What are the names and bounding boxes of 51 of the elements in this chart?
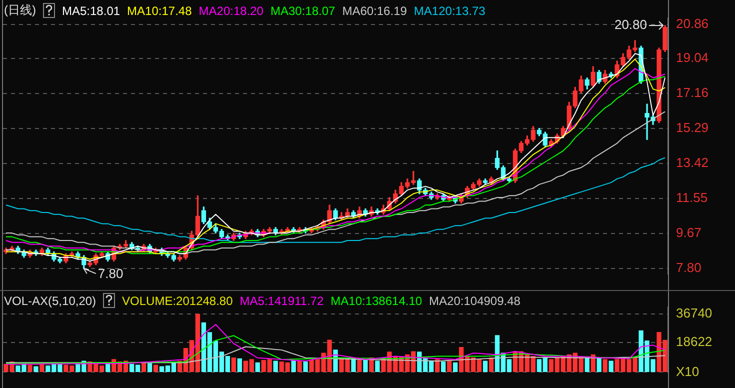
- y-tick-label: X10: [676, 364, 700, 379]
- y-tick-label: 20.86: [676, 16, 709, 31]
- annotation: 7.80: [98, 266, 124, 282]
- bar: [608, 360, 614, 372]
- text: MA30:18.07: [270, 4, 336, 18]
- bar: [147, 363, 152, 372]
- text: MA20:18.20: [198, 4, 264, 18]
- bar: [291, 360, 296, 372]
- bar: [441, 362, 446, 372]
- text: MA60:16.19: [342, 4, 407, 18]
- bar: [231, 358, 236, 372]
- y-tick-label: 13.42: [676, 155, 709, 170]
- text: MA120:13.73: [414, 4, 486, 18]
- bar: [141, 362, 146, 372]
- y-tick-label: 19.04: [676, 50, 709, 65]
- bar: [255, 362, 260, 372]
- y-tick-label: 17.16: [676, 85, 709, 100]
- y-tick-label: 7.80: [676, 260, 702, 276]
- bar: [596, 358, 602, 372]
- text: MA10:17.48: [127, 4, 192, 18]
- bar: [34, 366, 38, 372]
- y-tick-label: 11.55: [676, 190, 708, 206]
- series-label: VOLUME:201248.80: [122, 294, 233, 308]
- bar: [297, 360, 302, 372]
- y-tick-label: 15.29: [676, 120, 709, 136]
- annotation: 20.80: [614, 17, 648, 32]
- bar: [602, 359, 608, 372]
- text: MA5:141911.72: [240, 294, 324, 308]
- bar: [375, 360, 380, 372]
- text: MA10:138614.10: [330, 294, 422, 308]
- y-tick-label: 9.67: [676, 225, 702, 240]
- bar: [488, 358, 494, 372]
- y-tick-label: 36740: [676, 305, 712, 320]
- bar: [237, 358, 242, 372]
- bar: [357, 360, 362, 372]
- text: MA5:18.01: [62, 4, 120, 18]
- y-tick-label: 18622: [676, 334, 712, 350]
- text: MA20:104909.48: [429, 294, 520, 308]
- bar: [363, 359, 368, 372]
- bar: [40, 364, 44, 372]
- bar: [28, 364, 32, 372]
- bar: [452, 362, 458, 372]
- bar: [435, 359, 440, 372]
- chart-title: (日线): [4, 2, 36, 19]
- bar: [303, 362, 308, 372]
- bar: [153, 364, 158, 372]
- bar: [584, 358, 590, 372]
- bar: [482, 360, 488, 372]
- bar: [447, 360, 452, 372]
- bar: [273, 360, 278, 372]
- chart-title: VOL-AX(5,10,20): [4, 294, 96, 308]
